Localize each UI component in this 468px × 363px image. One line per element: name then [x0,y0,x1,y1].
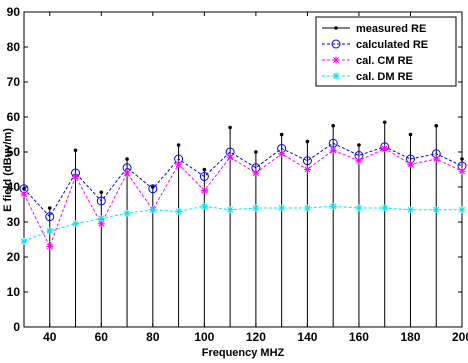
stem-point [125,157,129,161]
star-point-d2 [149,206,156,213]
star-point-d2 [433,206,440,213]
x-tick-label: 140 [297,330,317,344]
stem-point [382,120,387,125]
star-point-d2 [46,243,53,250]
star-point-d2 [175,161,182,168]
star-point-d2 [21,238,27,245]
star-point-d2 [46,227,53,234]
y-tick-label: 50 [7,145,21,159]
star-point-d2 [407,161,414,168]
y-tick-label: 0 [13,320,20,334]
circle-point [45,212,55,222]
legend-marker-d2 [333,57,339,63]
star-point-d2 [201,187,208,194]
stem-point [254,150,258,154]
star-point-d2 [459,206,465,213]
stem-point [202,167,207,172]
star-point-d2 [201,203,208,210]
stem-point [47,206,52,210]
y-tick-label: 80 [7,40,21,54]
legend-entry: calculated RE [322,39,428,51]
stem-point [460,157,464,161]
star-point-d2 [72,173,79,180]
star-point-d2 [459,168,465,175]
star-point-d2 [355,157,362,164]
star-point-d2 [278,205,285,211]
stem-point [408,132,413,137]
legend-entry: cal. DM RE [322,71,413,83]
stem-point [176,143,181,147]
x-tick-label: 40 [43,330,57,344]
x-tick-label: 60 [95,330,109,344]
series-2 [20,145,466,250]
y-tick-label: 20 [7,250,21,264]
star-point-d2 [98,215,105,222]
star-point-d2 [304,166,311,173]
legend-marker-d2 [333,73,339,79]
stem-point [434,123,439,128]
legend: measured RE calculated RE cal. CM RE cal. D… [315,16,457,87]
star-point-d2 [175,208,182,215]
series-line [23,147,463,248]
series-line [23,205,462,242]
x-tick-label: 160 [349,330,369,344]
star-point-d2 [304,205,311,211]
y-axis-label: E field (dBuv/m) [2,128,14,212]
circle-point [96,196,106,206]
series-line [23,142,463,218]
legend-entry: measured RE [322,23,426,35]
star-point-d2 [124,210,131,217]
star-point-d2 [98,220,105,227]
legend-label: cal. DM RE [356,71,413,83]
star-point-d2 [381,145,388,152]
stem-point [331,123,335,128]
y-tick-label: 30 [7,215,21,229]
star-point-d2 [252,170,259,176]
star-point-d2 [72,220,79,227]
circle-point [199,172,209,181]
star-point-d2 [330,147,337,154]
legend-entry: cal. CM RE [322,55,413,67]
circle-point [148,184,158,194]
star-point-d2 [227,154,234,161]
star-point-d2 [227,206,234,213]
legend-label: calculated RE [356,39,428,51]
stem-point [357,143,361,147]
star-point-d2 [21,191,27,197]
stem-point [99,190,104,195]
series-3 [20,202,466,245]
stem-point [305,139,310,144]
x-tick-label: 180 [400,330,420,344]
stem-point [228,125,232,130]
y-tick-label: 40 [7,180,21,194]
circle-point [302,156,312,166]
star-point-d2 [330,203,337,210]
stem-point [279,132,284,137]
x-tick-label: 80 [146,330,160,344]
x-tick-label: 120 [246,330,266,344]
star-point-d2 [355,205,362,211]
star-point-d2 [252,205,259,211]
legend-marker [331,39,341,49]
tick-layer: 40 60 80 100 120 140 160 180 200 0 10 20 30 40 50 60 70 8… [7,5,468,344]
star-point-d2 [124,170,131,176]
y-tick-label: 70 [7,75,21,89]
y-tick-label: 60 [7,110,21,124]
star-point-d2 [278,150,285,157]
stem-point [73,148,78,153]
star-point-d2 [433,156,440,162]
y-tick-label: 90 [7,5,21,19]
star-point-d2 [381,205,388,211]
x-axis-label: Frequency MHZ [202,347,285,359]
y-tick-label: 10 [7,285,21,299]
star-point-d2 [407,206,414,213]
legend-marker [334,26,338,30]
x-tick-label: 200 [452,330,468,344]
legend-label: measured RE [356,23,426,35]
legend-label: cal. CM RE [356,55,413,67]
x-tick-label: 100 [194,330,214,344]
